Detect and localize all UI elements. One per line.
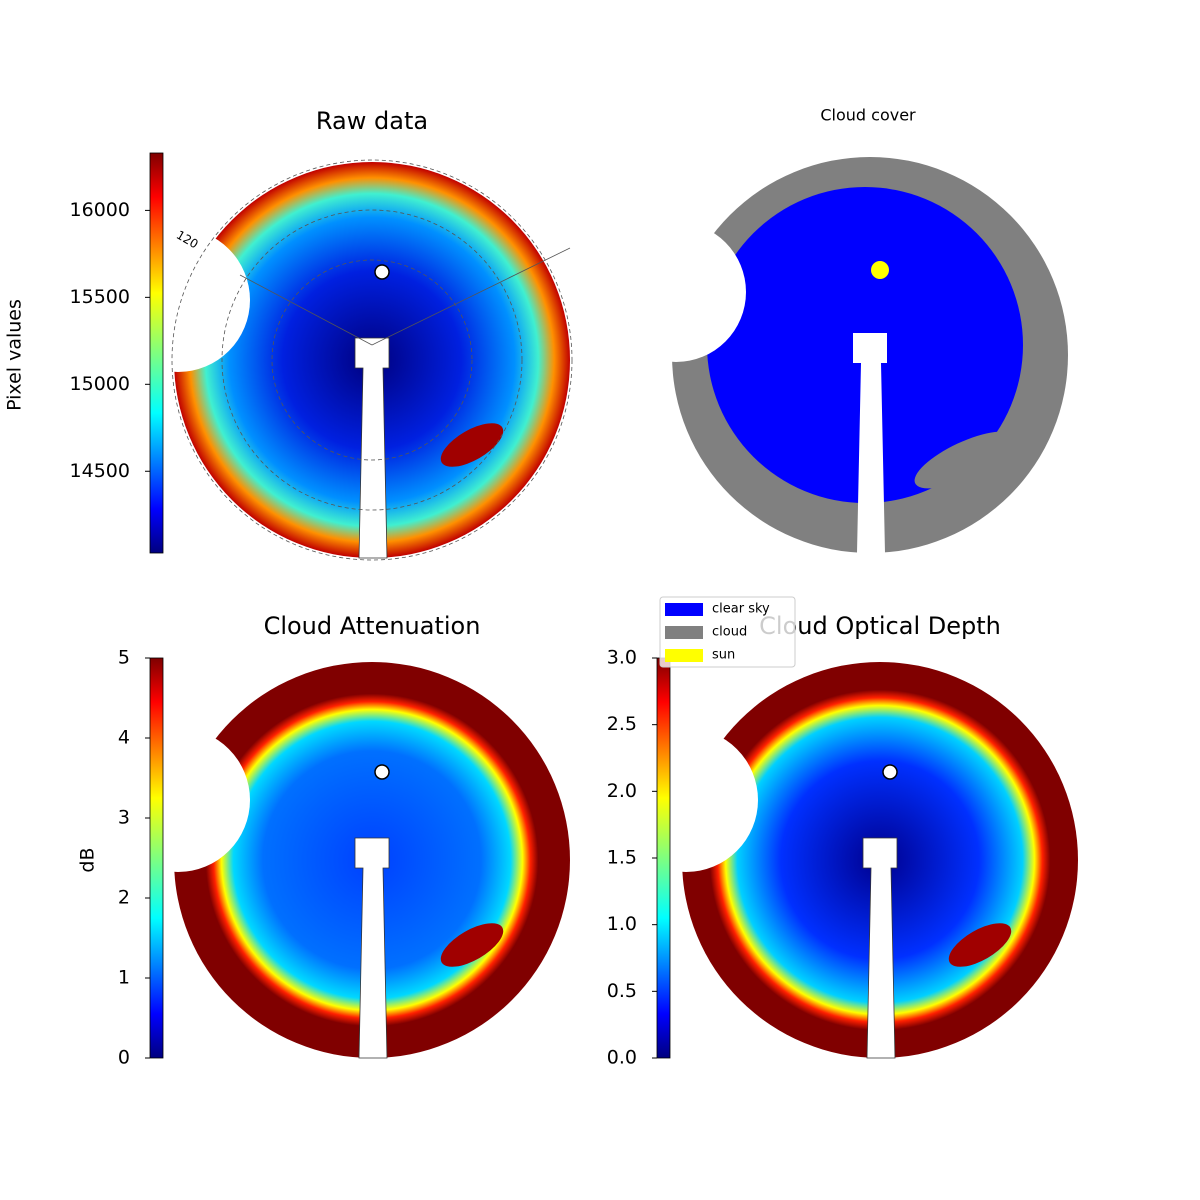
panel: Cloud Optical Depth 0.0 0.5 1.0 1.5 2.0 2.5 3.0 (607, 612, 1078, 1069)
legend-swatch (665, 626, 703, 639)
polar-spoke (371, 247, 571, 346)
sun (374, 264, 390, 280)
image-notch (106, 228, 250, 372)
cloud-patch (440, 423, 504, 467)
polar-grid (271, 259, 473, 461)
colorbar-label: dB (77, 847, 99, 872)
polar-spoke (239, 274, 373, 346)
colorbar-tick-label: 0 (118, 1047, 130, 1069)
legend-label: cloud (712, 625, 747, 640)
colorbar-tick-label: 14500 (70, 460, 130, 482)
legend-label: sun (712, 648, 735, 663)
legend-swatch (665, 649, 703, 662)
colorbar-tick-label: 1 (118, 967, 130, 989)
sun (871, 261, 889, 279)
cloud-patch (948, 923, 1012, 967)
legend-label: clear sky (712, 602, 770, 617)
panel-title: Cloud cover (820, 106, 916, 125)
colorbar-tick-label: 2 (118, 887, 130, 909)
colorbar (656, 657, 671, 1059)
colorbar-tick-label: 1.5 (607, 847, 637, 869)
colorbar-tick-label: 0.5 (607, 980, 637, 1002)
sun (374, 764, 390, 780)
colorbar-tick-label: 5 (118, 647, 130, 669)
colorbar-tick-label: 4 (118, 727, 130, 749)
polar-grid (171, 159, 573, 561)
sun (882, 764, 898, 780)
colorbar-tick-label: 2.0 (607, 780, 637, 802)
panel-title: Cloud Attenuation (264, 612, 481, 640)
colorbar (149, 152, 164, 554)
colorbar-tick-label: 0.0 (607, 1047, 637, 1069)
colorbar (149, 657, 164, 1059)
panel-title: Raw data (316, 107, 428, 135)
image-notch (614, 728, 758, 872)
colorbar-tick-label: 1.0 (607, 913, 637, 935)
polar-grid (221, 209, 523, 511)
legend: clear sky cloud sun (659, 596, 796, 668)
colorbar-tick-label: 15500 (70, 286, 130, 308)
colorbar-tick-label: 16000 (70, 199, 130, 221)
colorbar-tick-label: 3.0 (607, 647, 637, 669)
mast-mask (354, 337, 390, 559)
colorbar-tick-label: 2.5 (607, 713, 637, 735)
colorbar-label: Pixel values (4, 299, 26, 411)
panel: Cloud Attenuation 0 1 2 3 4 5 dB (77, 612, 570, 1069)
legend-swatch (665, 603, 703, 616)
image-notch (606, 222, 746, 362)
colorbar-tick-label: 15000 (70, 373, 130, 395)
cloud-patch (440, 923, 504, 967)
cloud-patch (914, 431, 1016, 489)
panel-title: Cloud Optical Depth (759, 612, 1001, 640)
panel: Cloud cover (606, 106, 1068, 553)
panels: 1 2 0 Raw data 14500 15000 15500 16000 Pixel val… (4, 106, 1078, 1069)
mast-mask (853, 333, 887, 553)
mast-mask (354, 837, 390, 1059)
colorbar-tick-label: 3 (118, 807, 130, 829)
mast-mask (862, 837, 898, 1059)
image-notch (106, 728, 250, 872)
